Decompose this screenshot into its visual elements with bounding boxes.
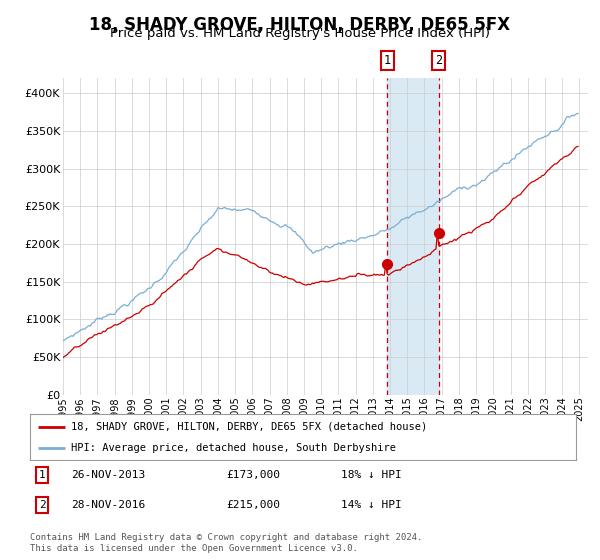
Text: Contains HM Land Registry data © Crown copyright and database right 2024.
This d: Contains HM Land Registry data © Crown c…	[30, 533, 422, 553]
Text: 2: 2	[38, 500, 46, 510]
Text: 18% ↓ HPI: 18% ↓ HPI	[341, 470, 402, 480]
Text: 28-NOV-2016: 28-NOV-2016	[71, 500, 145, 510]
Text: 1: 1	[38, 470, 46, 480]
Bar	[387, 78, 439, 395]
Text: 18, SHADY GROVE, HILTON, DERBY, DE65 5FX: 18, SHADY GROVE, HILTON, DERBY, DE65 5FX	[89, 16, 511, 34]
Text: HPI: Average price, detached house, South Derbyshire: HPI: Average price, detached house, Sout…	[71, 443, 396, 453]
Text: 26-NOV-2013: 26-NOV-2013	[71, 470, 145, 480]
Text: 1: 1	[383, 54, 391, 67]
Text: 18, SHADY GROVE, HILTON, DERBY, DE65 5FX (detached house): 18, SHADY GROVE, HILTON, DERBY, DE65 5FX…	[71, 422, 427, 432]
Text: £173,000: £173,000	[227, 470, 281, 480]
Text: Price paid vs. HM Land Registry's House Price Index (HPI): Price paid vs. HM Land Registry's House …	[110, 27, 490, 40]
Text: £215,000: £215,000	[227, 500, 281, 510]
Text: 14% ↓ HPI: 14% ↓ HPI	[341, 500, 402, 510]
Text: 2: 2	[435, 54, 442, 67]
